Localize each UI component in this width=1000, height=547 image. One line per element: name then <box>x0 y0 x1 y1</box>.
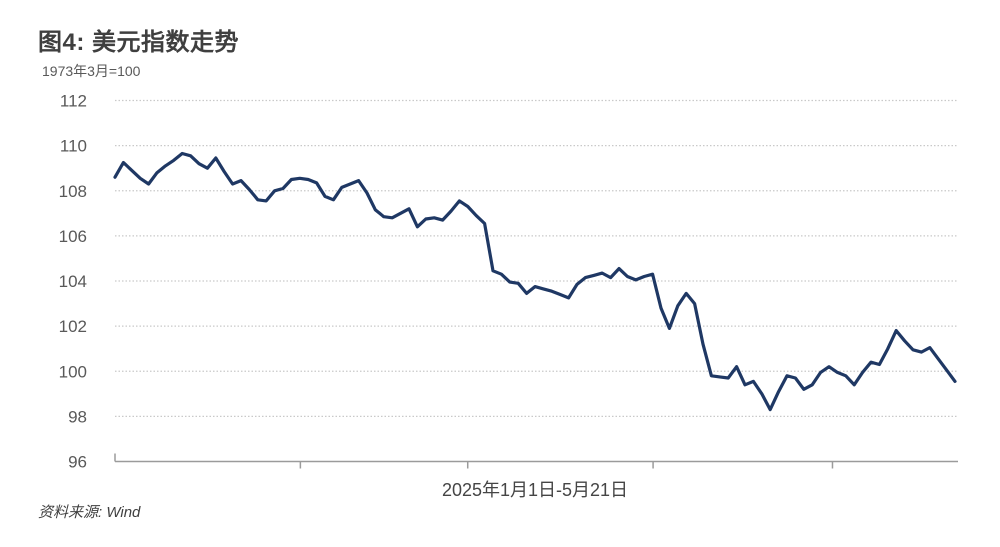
source-note: 资料来源: Wind <box>38 504 141 521</box>
y-tick-label: 108 <box>59 182 87 201</box>
y-tick-label: 102 <box>59 317 87 336</box>
y-tick-label: 106 <box>59 227 87 246</box>
y-tick-label: 100 <box>59 362 87 381</box>
x-axis-label: 2025年1月1日-5月21日 <box>441 480 629 500</box>
chart-title: 图4: 美元指数走势 <box>38 29 240 56</box>
y-tick-label: 110 <box>60 137 87 156</box>
y-tick-label: 98 <box>68 407 87 426</box>
y-tick-label: 96 <box>68 453 87 472</box>
chart-unit-note: 1973年3月=100 <box>42 63 141 79</box>
y-tick-label: 104 <box>59 272 87 291</box>
dollar-index-line <box>113 151 957 412</box>
y-tick-label: 112 <box>60 92 87 111</box>
